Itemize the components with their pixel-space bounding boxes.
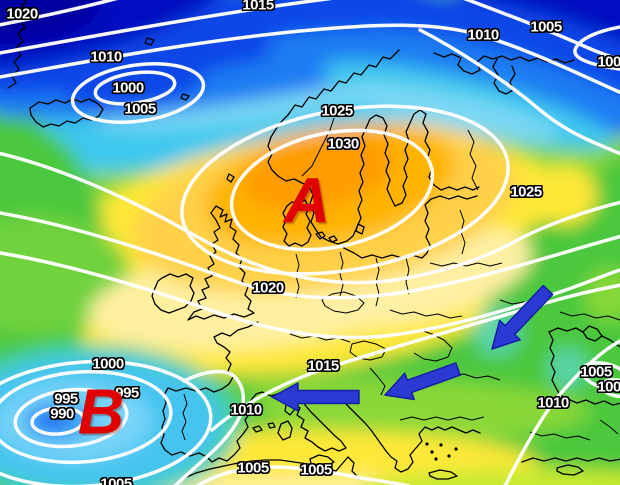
isobar-1020-nw: [0, 0, 118, 27]
coast-cyprus: [556, 464, 584, 476]
coast-norway: [267, 49, 400, 187]
isobar-1010-e: [503, 338, 620, 485]
coast-danish-isles: [315, 231, 338, 243]
flow-arrow: [271, 382, 360, 412]
coast-balearics: [252, 422, 276, 433]
isobar-1025-high: [180, 104, 510, 276]
isobar-1005-bottom: [195, 465, 411, 485]
isobar-1030-high: [229, 128, 435, 252]
coast-italy: [287, 389, 347, 452]
coast-iceland: [29, 98, 104, 128]
coast-sweden-bothnia: [308, 109, 480, 245]
coast-gotland: [355, 223, 365, 235]
coast-denmark: [282, 199, 312, 247]
country-borders: [181, 117, 620, 441]
coast-north-africa: [181, 456, 359, 480]
isobar-1000-ne-hook: [573, 25, 620, 71]
isobar-1000-iceland: [93, 70, 177, 106]
coast-france: [205, 321, 259, 393]
coast-faroe: [180, 93, 190, 101]
flow-arrow: [491, 284, 554, 350]
isobar-ne-1: [418, 28, 620, 156]
coast-turkey-south: [521, 457, 620, 463]
coast-sardinia: [277, 420, 293, 441]
coast-greece: [385, 426, 481, 473]
island-specks: [425, 442, 458, 461]
isobar-1005-iceland: [70, 62, 206, 124]
coast-black-sea-west: [548, 331, 620, 406]
flow-arrows: [271, 284, 554, 412]
isobar-1005-low: [0, 359, 213, 485]
coast-arctic-russia: [433, 52, 575, 75]
coast-crete: [428, 469, 458, 480]
coast-jan-mayen: [144, 37, 155, 46]
isobar-1000-low: [0, 369, 173, 465]
coast-ireland: [151, 273, 195, 314]
isobar-1015-n: [0, 0, 333, 55]
isobar-1005-ne: [463, 0, 620, 62]
isobar-1015-s: [210, 283, 620, 432]
isobar-mid-2: [0, 251, 620, 340]
isobar-1000-e-loop: [600, 377, 620, 399]
isobar-990-low: [30, 406, 86, 436]
coast-shetland: [226, 173, 235, 183]
coast-white-sea: [492, 58, 516, 95]
isobar-995-low: [13, 387, 129, 449]
isobar-mid-1: [0, 151, 620, 285]
coast-baltic-south: [339, 195, 478, 259]
isobar-1010-long: [0, 23, 620, 95]
isobar-1020-s: [0, 211, 620, 300]
isobar-1010-iberia: [173, 369, 246, 485]
flow-arrow: [384, 362, 461, 401]
